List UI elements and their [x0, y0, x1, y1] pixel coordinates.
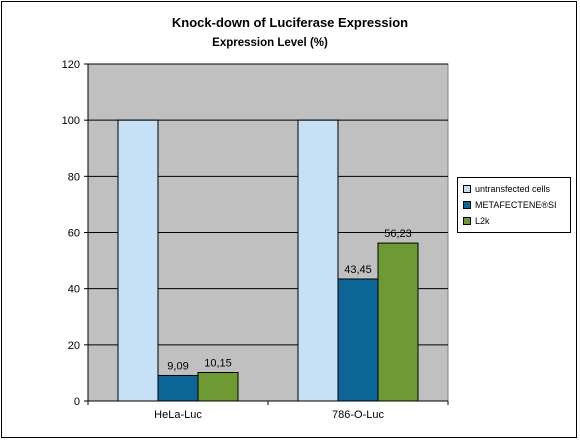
y-tick-label: 80 [68, 171, 80, 183]
legend-item-untransfected: untransfected cells [463, 183, 550, 195]
legend-swatch-l2k [463, 217, 471, 225]
legend-item-l2k: L2k [463, 215, 490, 227]
y-tick-label: 0 [74, 396, 80, 408]
legend-label-metafectene: METAFECTENE®SI [475, 200, 557, 210]
y-tick-label: 60 [68, 228, 80, 240]
data-label: 43,45 [344, 264, 372, 276]
y-tick-label: 20 [68, 340, 80, 352]
legend-item-metafectene: METAFECTENE®SI [463, 199, 556, 211]
bar [197, 371, 239, 402]
legend: untransfected cells METAFECTENE®SI L2k [457, 177, 571, 233]
y-tick-label: 40 [68, 284, 80, 296]
data-label: 56,23 [384, 228, 412, 240]
legend-swatch-untransfected [463, 185, 471, 193]
y-tick-label: 100 [62, 115, 80, 127]
data-label: 10,15 [204, 357, 232, 369]
chart-subtitle: Expression Level (%) [212, 37, 328, 49]
y-tick-label: 120 [62, 59, 80, 71]
bar [297, 119, 339, 402]
legend-label-untransfected: untransfected cells [475, 184, 551, 194]
legend-label-l2k: L2k [475, 216, 490, 226]
x-tick-label: 786-O-Luc [332, 409, 384, 421]
legend-swatch-metafectene [463, 201, 471, 209]
bar [377, 242, 419, 402]
x-tick-label: HeLa-Luc [154, 409, 202, 421]
chart-title: Knock-down of Luciferase Expression [171, 15, 409, 30]
bar [337, 278, 379, 402]
data-label: 9,09 [167, 360, 188, 372]
bar [157, 374, 199, 402]
bar [117, 119, 159, 402]
